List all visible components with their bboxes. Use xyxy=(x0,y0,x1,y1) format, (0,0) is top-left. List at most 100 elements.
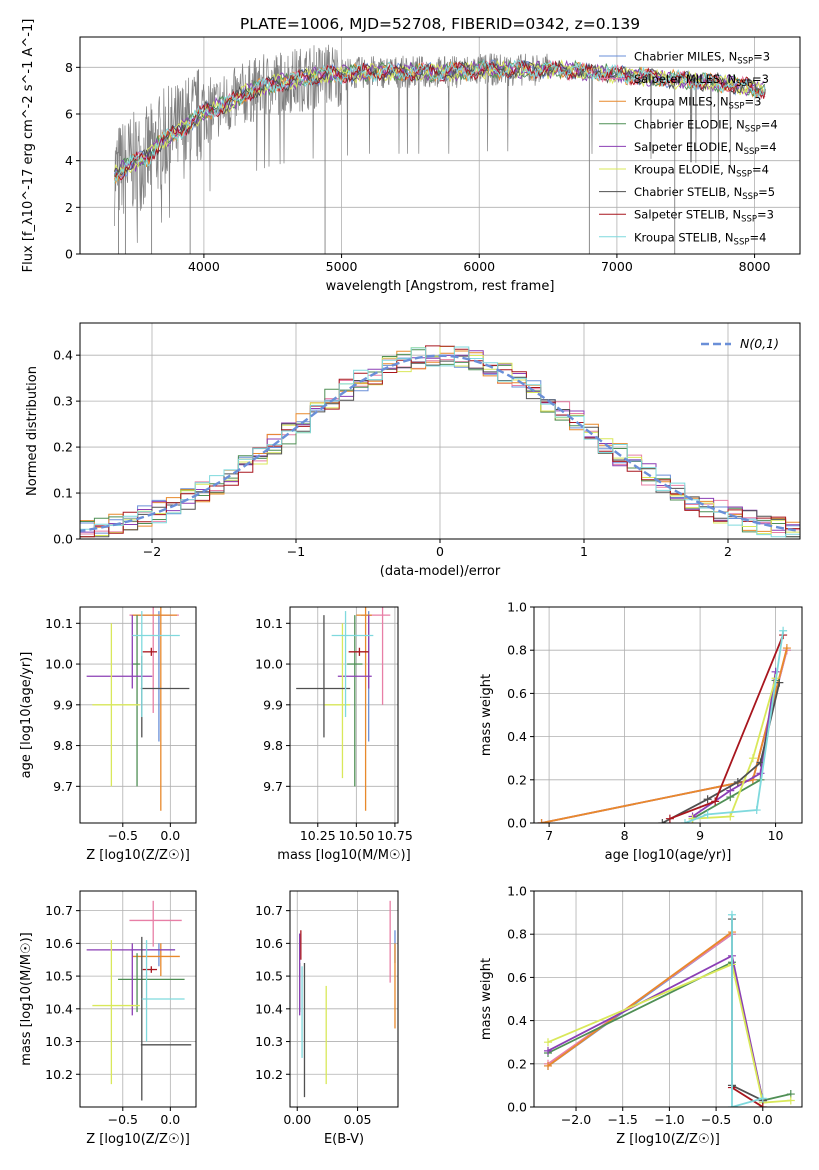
residuals-ytick-label: 0.0 xyxy=(53,532,73,547)
mass-vs-ebv-xtick-label: 0.00 xyxy=(283,1112,311,1127)
mass-weight-vs-age-ytick-label: 0.8 xyxy=(507,643,527,658)
figure-title: PLATE=1006, MJD=52708, FIBERID=0342, z=0… xyxy=(240,15,640,33)
spectrum-model-line xyxy=(113,59,766,180)
mass-vs-Z-axes: −0.5 0.0 10.2 10.3 10.4 10.5 10.6 10.7 Z [log10(… xyxy=(19,890,197,1147)
age-vs-mass-ytick-label: 10.1 xyxy=(255,616,283,631)
legend-entry: Salpeter STELIB, NSSP=3 xyxy=(634,208,774,225)
spectrum-plot-area xyxy=(113,44,766,254)
age-vs-Z-xtick-label: −0.5 xyxy=(108,828,138,843)
mass-weight-marker xyxy=(752,806,761,815)
residuals-xtick-label: −2 xyxy=(143,544,161,559)
spectrum-model-line xyxy=(114,59,766,180)
legend-entry: Chabrier MILES, NSSP=3 xyxy=(634,50,770,67)
spectrum-model-line xyxy=(113,58,766,184)
mass-weight-line xyxy=(731,919,764,1102)
mass-vs-Z-xtick-label: −0.5 xyxy=(108,1112,138,1127)
mass-vs-Z-xlabel: Z [log10(Z/Z☉)] xyxy=(86,1132,190,1147)
mass-weight-vs-age-xtick-label: 7 xyxy=(545,828,553,843)
residuals-plot-area xyxy=(80,345,800,538)
mass-weight-vs-Z-plot-area xyxy=(544,910,795,1107)
spectrum-model-line xyxy=(113,59,766,176)
mass-vs-Z-ytick-label: 10.3 xyxy=(45,1034,73,1049)
mass-vs-Z-ylabel: mass [log10(M/M☉)] xyxy=(19,932,34,1065)
spectrum-ylabel: Flux [f_λ10^-17 erg cm^-2 s^-1 A^-1] xyxy=(21,19,36,273)
residuals-frame xyxy=(79,322,801,540)
mass-weight-line xyxy=(731,1086,764,1107)
spectrum-xlabel: wavelength [Angstrom, rest frame] xyxy=(326,279,555,294)
age-vs-mass-xtick-label: 10.75 xyxy=(377,828,413,843)
age-vs-mass-ytick-label: 10.0 xyxy=(255,657,283,672)
mass-vs-ebv-frame xyxy=(289,890,399,1108)
age-vs-mass-frame xyxy=(289,606,399,824)
mass-weight-marker xyxy=(727,910,736,919)
mass-weight-vs-age-ytick-label: 0.0 xyxy=(507,816,527,831)
mass-weight-vs-age-ytick-label: 0.2 xyxy=(507,772,527,787)
residuals-xlabel: (data-model)/error xyxy=(380,564,501,579)
mass-weight-marker xyxy=(544,1046,553,1055)
mass-weight-vs-Z-ytick-label: 0.2 xyxy=(507,1056,527,1071)
mass-weight-line xyxy=(692,678,777,820)
spectrum-xtick-label: 4000 xyxy=(188,259,220,274)
age-vs-Z-xlabel: Z [log10(Z/Z☉)] xyxy=(86,848,190,863)
mass-weight-marker xyxy=(733,777,742,786)
mass-weight-marker xyxy=(711,797,720,806)
mass-weight-marker xyxy=(758,1103,767,1107)
legend-entry: Kroupa ELODIE, NSSP=4 xyxy=(634,163,769,180)
mass-vs-ebv-ytick-label: 10.3 xyxy=(255,1034,283,1049)
residuals-ytick-label: 0.4 xyxy=(53,348,73,363)
residuals-ytick-label: 0.1 xyxy=(53,486,73,501)
age-vs-Z-ytick-label: 10.1 xyxy=(45,616,73,631)
mass-weight-vs-Z-xtick-label: −1.0 xyxy=(654,1112,684,1127)
mass-weight-marker xyxy=(727,1103,736,1107)
mass-weight-marker xyxy=(680,819,689,823)
residuals-xtick-label: 0 xyxy=(436,544,444,559)
mass-vs-Z-xtick-label: 0.0 xyxy=(160,1112,180,1127)
age-vs-mass-xlabel: mass [log10(M/M☉)] xyxy=(277,848,410,863)
mass-weight-marker xyxy=(756,769,765,778)
mass-vs-Z-ytick-label: 10.2 xyxy=(45,1067,73,1082)
mass-weight-marker xyxy=(779,626,788,635)
spectrum-ytick-label: 8 xyxy=(65,60,73,75)
age-vs-mass-xtick-label: 10.50 xyxy=(338,828,374,843)
mass-weight-marker xyxy=(726,786,735,795)
mass-vs-Z-ytick-label: 10.6 xyxy=(45,936,73,951)
mass-weight-vs-Z-frame xyxy=(533,890,803,1108)
mass-vs-Z-ytick-label: 10.4 xyxy=(45,1001,73,1016)
mass-weight-marker xyxy=(703,810,712,819)
age-vs-Z-frame xyxy=(79,606,197,824)
spectrum-frame xyxy=(79,36,801,255)
mass-weight-vs-Z-xtick-label: 0.0 xyxy=(753,1112,773,1127)
mass-weight-vs-Z-ytick-label: 0.4 xyxy=(507,1013,527,1028)
mass-weight-vs-Z-xtick-label: −0.5 xyxy=(701,1112,731,1127)
mass-weight-marker xyxy=(748,754,757,763)
age-vs-Z-grid xyxy=(80,607,196,823)
age-vs-Z-axes: −0.5 0.0 9.7 9.8 9.9 10.0 10.1 Z [log10(Z/Z☉)] a… xyxy=(19,606,197,863)
spectrum-axes: 4000 5000 6000 7000 8000 0 2 4 6 8 wavelength [Ang… xyxy=(21,19,801,294)
spectrum-xtick-label: 8000 xyxy=(739,259,771,274)
gaussian-legend-label: N(0,1) xyxy=(740,336,779,351)
mass-weight-vs-Z-ylabel: mass weight xyxy=(479,958,494,1040)
mass-weight-marker xyxy=(782,644,791,653)
mass-weight-line xyxy=(547,931,733,1067)
mass-weight-line xyxy=(731,914,764,1107)
residuals-xtick-label: 1 xyxy=(580,544,588,559)
age-vs-Z-ytick-label: 9.7 xyxy=(53,779,73,794)
mass-weight-vs-age-xtick-label: 8 xyxy=(621,828,629,843)
mass-weight-marker xyxy=(726,812,735,821)
mass-weight-marker xyxy=(537,819,546,823)
mass-weight-vs-Z-ytick-label: 1.0 xyxy=(507,884,527,899)
age-vs-mass-axes: 10.25 10.50 10.75 9.7 9.8 9.9 10.0 10.1 mass [lo… xyxy=(255,606,413,863)
age-vs-Z-xtick-label: 0.0 xyxy=(160,828,180,843)
age-vs-Z-ylabel: age [log10(age/yr)] xyxy=(19,652,34,779)
age-vs-mass-plot-area xyxy=(296,607,391,811)
mass-vs-ebv-ytick-label: 10.2 xyxy=(255,1067,283,1082)
mass-weight-vs-Z-xtick-label: −2.0 xyxy=(561,1112,591,1127)
mass-weight-vs-Z-ytick-label: 0.6 xyxy=(507,970,527,985)
spectrum-xtick-label: 5000 xyxy=(326,259,358,274)
mass-weight-marker xyxy=(775,678,784,687)
legend-entry: Salpeter MILES, NSSP=3 xyxy=(634,72,769,89)
mass-weight-vs-Z-grid xyxy=(534,890,802,1108)
spectrum-model-line xyxy=(113,59,766,174)
legend-entry: Kroupa STELIB, NSSP=4 xyxy=(634,230,766,247)
